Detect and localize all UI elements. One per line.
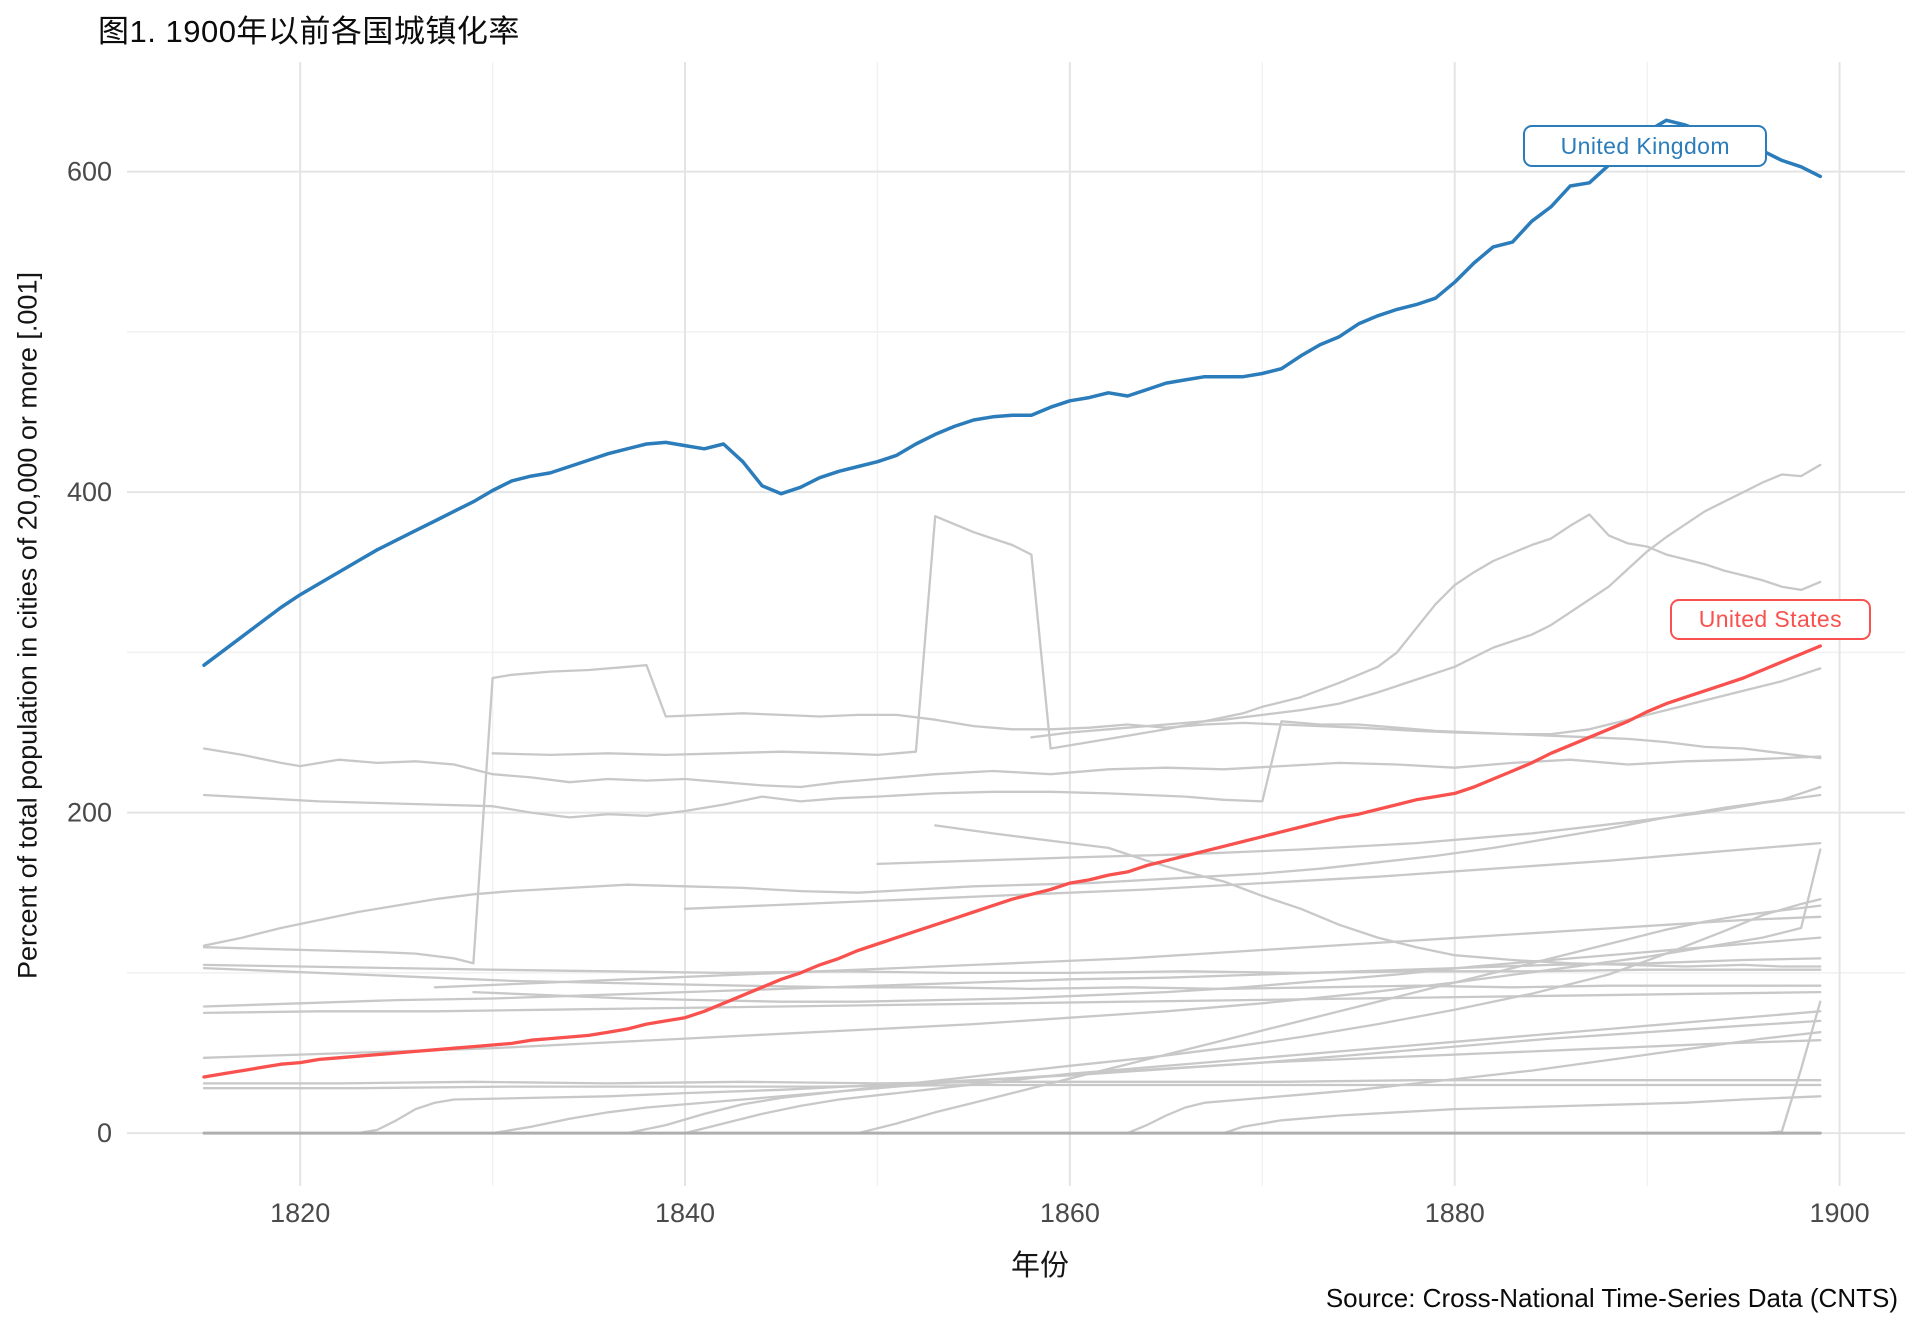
series-line-gray-47-jump-end — [202, 848, 1822, 1059]
series-line-gray-step-1871 — [202, 720, 1822, 819]
y-axis-title: Percent of total population in cities of… — [12, 272, 43, 979]
series-line-gray-riser-1824 — [356, 1019, 1822, 1135]
series-line-gray-riser-to-417 — [1030, 463, 1822, 739]
series-line-gray-140-to-181 — [683, 841, 1822, 910]
series-line-gray-riser-1869 — [1222, 1095, 1822, 1135]
x-axis-tick-label: 1820 — [270, 1198, 330, 1228]
series-line-united-states — [202, 644, 1822, 1079]
x-axis-tick-label: 1840 — [655, 1198, 715, 1228]
y-axis-tick-label: 400 — [67, 477, 112, 507]
x-axis-tick-label: 1860 — [1040, 1198, 1100, 1228]
series-line-gray-riser-1840 — [683, 1010, 1822, 1135]
chart-title: 图1. 1900年以前各国城镇化率 — [98, 14, 520, 49]
x-axis-tick-label: 1880 — [1425, 1198, 1485, 1228]
series-line-gray-flat-92 — [202, 966, 1822, 991]
united-kingdom-series-label: United Kingdom — [1523, 125, 1768, 168]
series-line-gray-79-riser — [202, 957, 1822, 1008]
source-note: Source: Cross-National Time-Series Data … — [1325, 1283, 1898, 1313]
series-line-gray-flat-100 — [202, 963, 1822, 975]
series-line-gray-riser-1864 — [1126, 1031, 1822, 1135]
x-axis-title: 年份 — [1010, 1250, 1069, 1282]
series-line-gray-riser-1850 — [857, 904, 1822, 1135]
series-line-gray-spike-1830 — [202, 664, 1822, 965]
series-line-gray-decliner — [934, 824, 1822, 968]
series-line-gray-mid-riser-1830 — [491, 1039, 1822, 1135]
series-line-gray-flat-28 — [202, 1083, 1822, 1090]
series-line-gray-170-to-211 — [876, 793, 1822, 866]
series-line-gray-75-flat — [202, 990, 1822, 1015]
series-line-gray-flat-31 — [202, 1079, 1822, 1085]
series-line-gray-240-band — [202, 747, 1822, 789]
x-axis-tick-label: 1900 — [1810, 1198, 1870, 1228]
series-line-gray-150-band — [202, 785, 1822, 947]
series-line-gray-start-1827 — [433, 915, 1822, 989]
y-axis-tick-label: 600 — [67, 157, 112, 187]
series-line-gray-start-1829 — [472, 936, 1822, 1003]
series-line-gray-spike-1853 — [491, 513, 1822, 757]
series-line-united-kingdom — [202, 118, 1823, 667]
y-axis-tick-label: 200 — [67, 798, 112, 828]
series-line-gray-riser-1838 — [626, 898, 1822, 1135]
united-states-series-label: United States — [1669, 598, 1871, 640]
y-axis-tick-label: 0 — [97, 1118, 112, 1148]
